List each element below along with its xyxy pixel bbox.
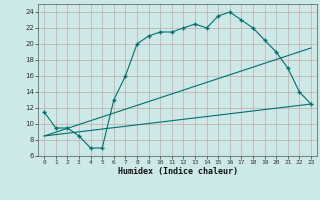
X-axis label: Humidex (Indice chaleur): Humidex (Indice chaleur) <box>118 167 238 176</box>
